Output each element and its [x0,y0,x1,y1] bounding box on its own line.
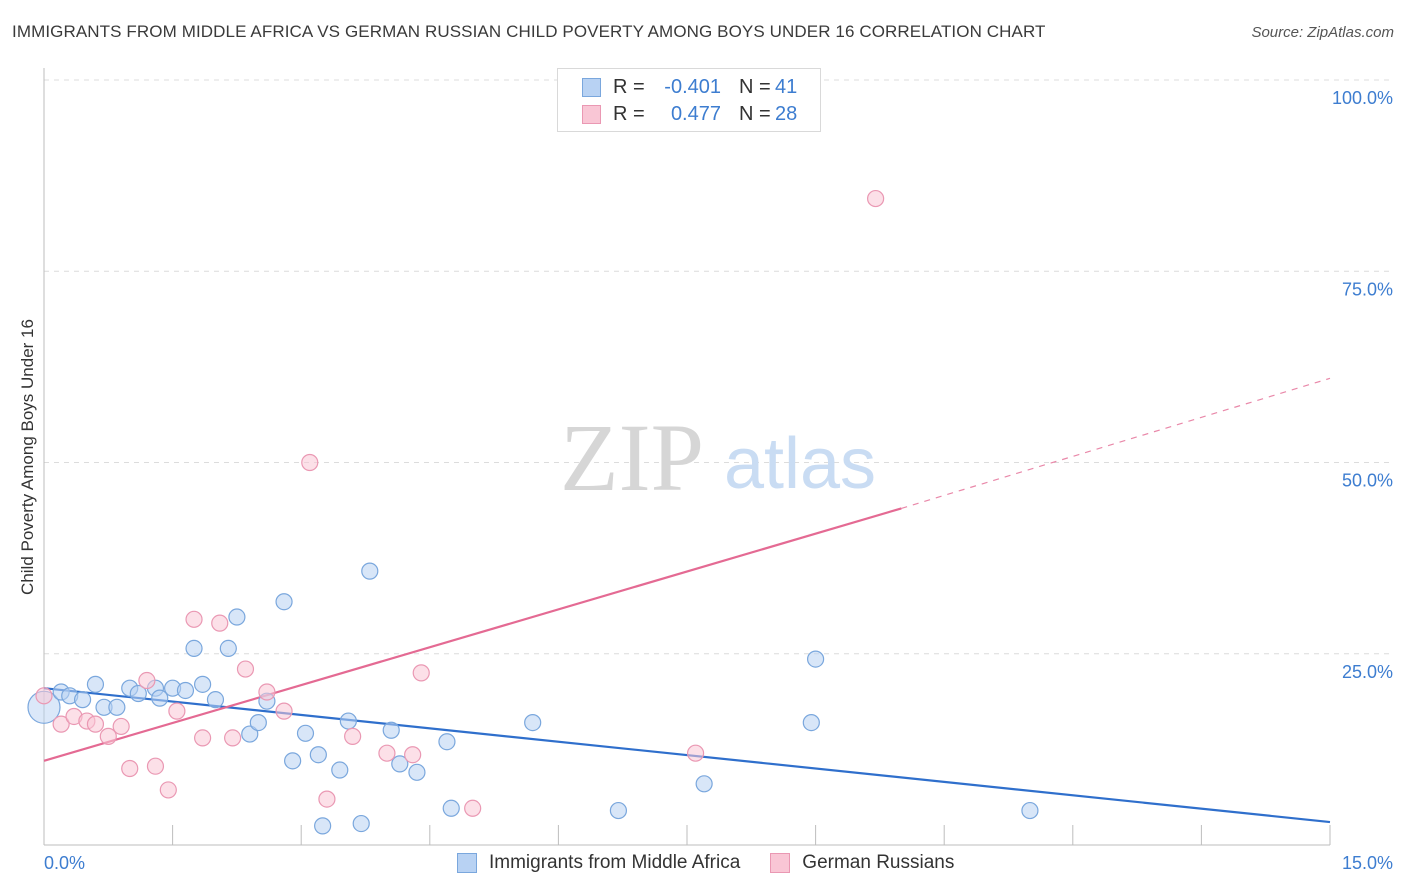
point-german-russians [52,715,70,733]
point-immigrants [176,681,195,700]
point-german-russians [301,453,319,472]
trend-line-german-russians [43,507,902,762]
point-german-russians [211,614,229,632]
legend-swatch-blue [582,77,601,97]
x-tick-label: 15.0% [1342,853,1393,873]
point-immigrants [352,814,370,833]
watermark-atlas: atlas [724,424,876,504]
legend-n-value: 28 [775,102,798,125]
legend-row-pink: R = 0.477 N = 28 [558,101,815,127]
correlation-legend: R = -0.401 N = 41 R = 0.477 N = 28 [557,68,821,132]
tick-labels: 25.0% 50.0% 75.0% 100.0% 0.0% 15.0% [44,88,1393,873]
point-immigrants [275,593,293,611]
point-immigrants [695,775,713,793]
point-immigrants [314,817,332,835]
point-immigrants [108,698,126,716]
point-immigrants [206,691,225,709]
point-immigrants [339,712,357,730]
point-german-russians [686,744,705,762]
point-immigrants [86,675,105,693]
point-immigrants [296,724,315,742]
chart-title: IMMIGRANTS FROM MIDDLE AFRICA VS GERMAN … [12,22,1046,41]
point-immigrants [73,691,92,709]
trend-line-immigrants [43,687,1331,824]
legend-swatch-pink [770,853,791,873]
legend-item-immigrants[interactable]: Immigrants from Middle Africa [457,852,740,874]
point-immigrants [129,684,147,703]
legend-n-value: 41 [775,75,798,98]
point-german-russians [194,729,212,747]
legend-r-label: R = [613,75,645,98]
point-german-russians [159,781,177,799]
gridlines [44,79,1392,655]
legend-label: Immigrants from Middle Africa [489,852,741,873]
point-immigrants [185,639,203,657]
trend-line-german-russians-extension [901,377,1331,509]
point-german-russians [99,727,117,745]
point-immigrants [438,733,456,751]
series-legend: Immigrants from Middle Africa German Rus… [457,852,984,874]
legend-r-label: R = [613,102,645,125]
point-immigrants [806,650,825,668]
point-german-russians [344,727,362,745]
point-german-russians [412,664,430,682]
point-german-russians [318,790,336,808]
legend-n-label: N = [739,75,771,98]
point-immigrants [241,725,259,743]
scatter-points [27,189,1039,835]
y-tick-label: 75.0% [1342,279,1393,299]
point-immigrants [194,675,212,693]
point-german-russians [275,702,293,720]
point-german-russians [378,744,396,762]
point-immigrants [284,752,302,770]
legend-swatch-blue [457,853,477,873]
legend-swatch-pink [582,104,601,124]
point-immigrants [524,713,542,732]
point-german-russians [236,660,255,678]
y-tick-label: 100.0% [1332,88,1393,108]
point-immigrants [802,713,820,732]
point-immigrants [331,761,349,779]
point-immigrants [442,799,460,817]
point-immigrants [151,689,169,707]
point-german-russians [224,729,242,747]
trend-lines [43,377,1331,824]
point-immigrants [609,801,628,820]
point-immigrants [382,721,400,739]
point-immigrants [408,763,426,781]
y-axis-label: Child Poverty Among Boys Under 16 [18,319,37,595]
point-immigrants [249,713,267,732]
point-german-russians [146,757,165,775]
point-german-russians [185,610,203,628]
point-immigrants [228,608,246,626]
y-tick-label: 50.0% [1342,471,1393,491]
legend-row-blue: R = -0.401 N = 41 [558,74,815,100]
legend-r-value: 0.477 [670,102,721,125]
point-immigrants [361,562,379,580]
point-german-russians [112,717,130,736]
y-tick-label: 25.0% [1342,662,1393,682]
watermark: ZIP atlas [560,404,876,511]
x-tick-label: 0.0% [44,853,85,873]
legend-n-label: N = [739,102,771,125]
point-immigrants [219,639,237,657]
point-german-russians [121,759,139,778]
legend-r-value: -0.401 [664,75,721,98]
source-label: Source: ZipAtlas.com [1251,24,1394,41]
legend-label: German Russians [802,852,955,873]
point-german-russians [258,683,276,701]
watermark-zip: ZIP [560,404,704,511]
point-german-russians [86,715,105,733]
point-german-russians [35,687,53,705]
point-german-russians [138,671,156,690]
point-german-russians [464,799,482,817]
point-german-russians [168,702,186,720]
point-immigrants [1021,801,1039,820]
point-german-russians [867,189,885,208]
point-german-russians [404,746,422,764]
point-immigrants [309,746,327,764]
point-immigrants [391,755,409,773]
legend-item-german-russians[interactable]: German Russians [770,852,954,874]
